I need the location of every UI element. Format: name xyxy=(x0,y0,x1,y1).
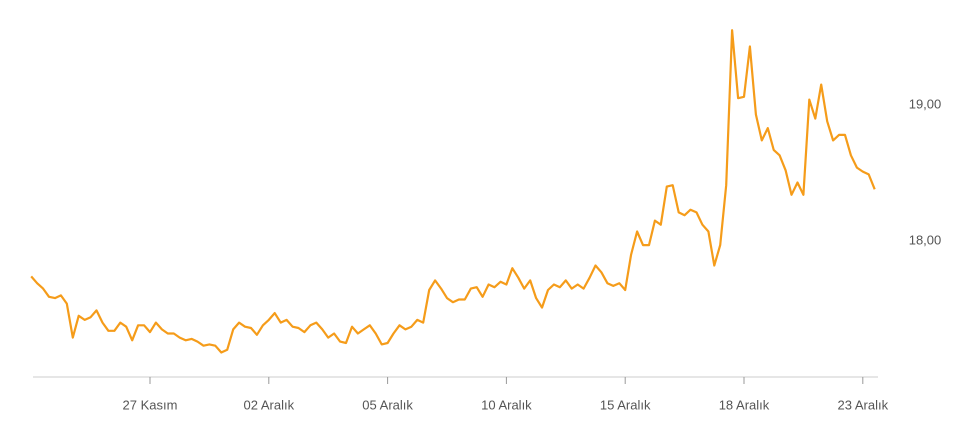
y-tick-label: 19,00 xyxy=(909,96,942,111)
x-tick-label: 05 Aralık xyxy=(362,397,413,412)
price-line xyxy=(30,29,876,354)
y-tick-label: 18,00 xyxy=(909,232,942,247)
x-tick-label: 15 Aralık xyxy=(600,397,651,412)
x-tick-label: 10 Aralık xyxy=(481,397,532,412)
x-tick-label: 27 Kasım xyxy=(123,397,178,412)
x-tick-label: 23 Aralık xyxy=(838,397,889,412)
x-tick-label: 02 Aralık xyxy=(244,397,295,412)
x-tick-label: 18 Aralık xyxy=(719,397,770,412)
